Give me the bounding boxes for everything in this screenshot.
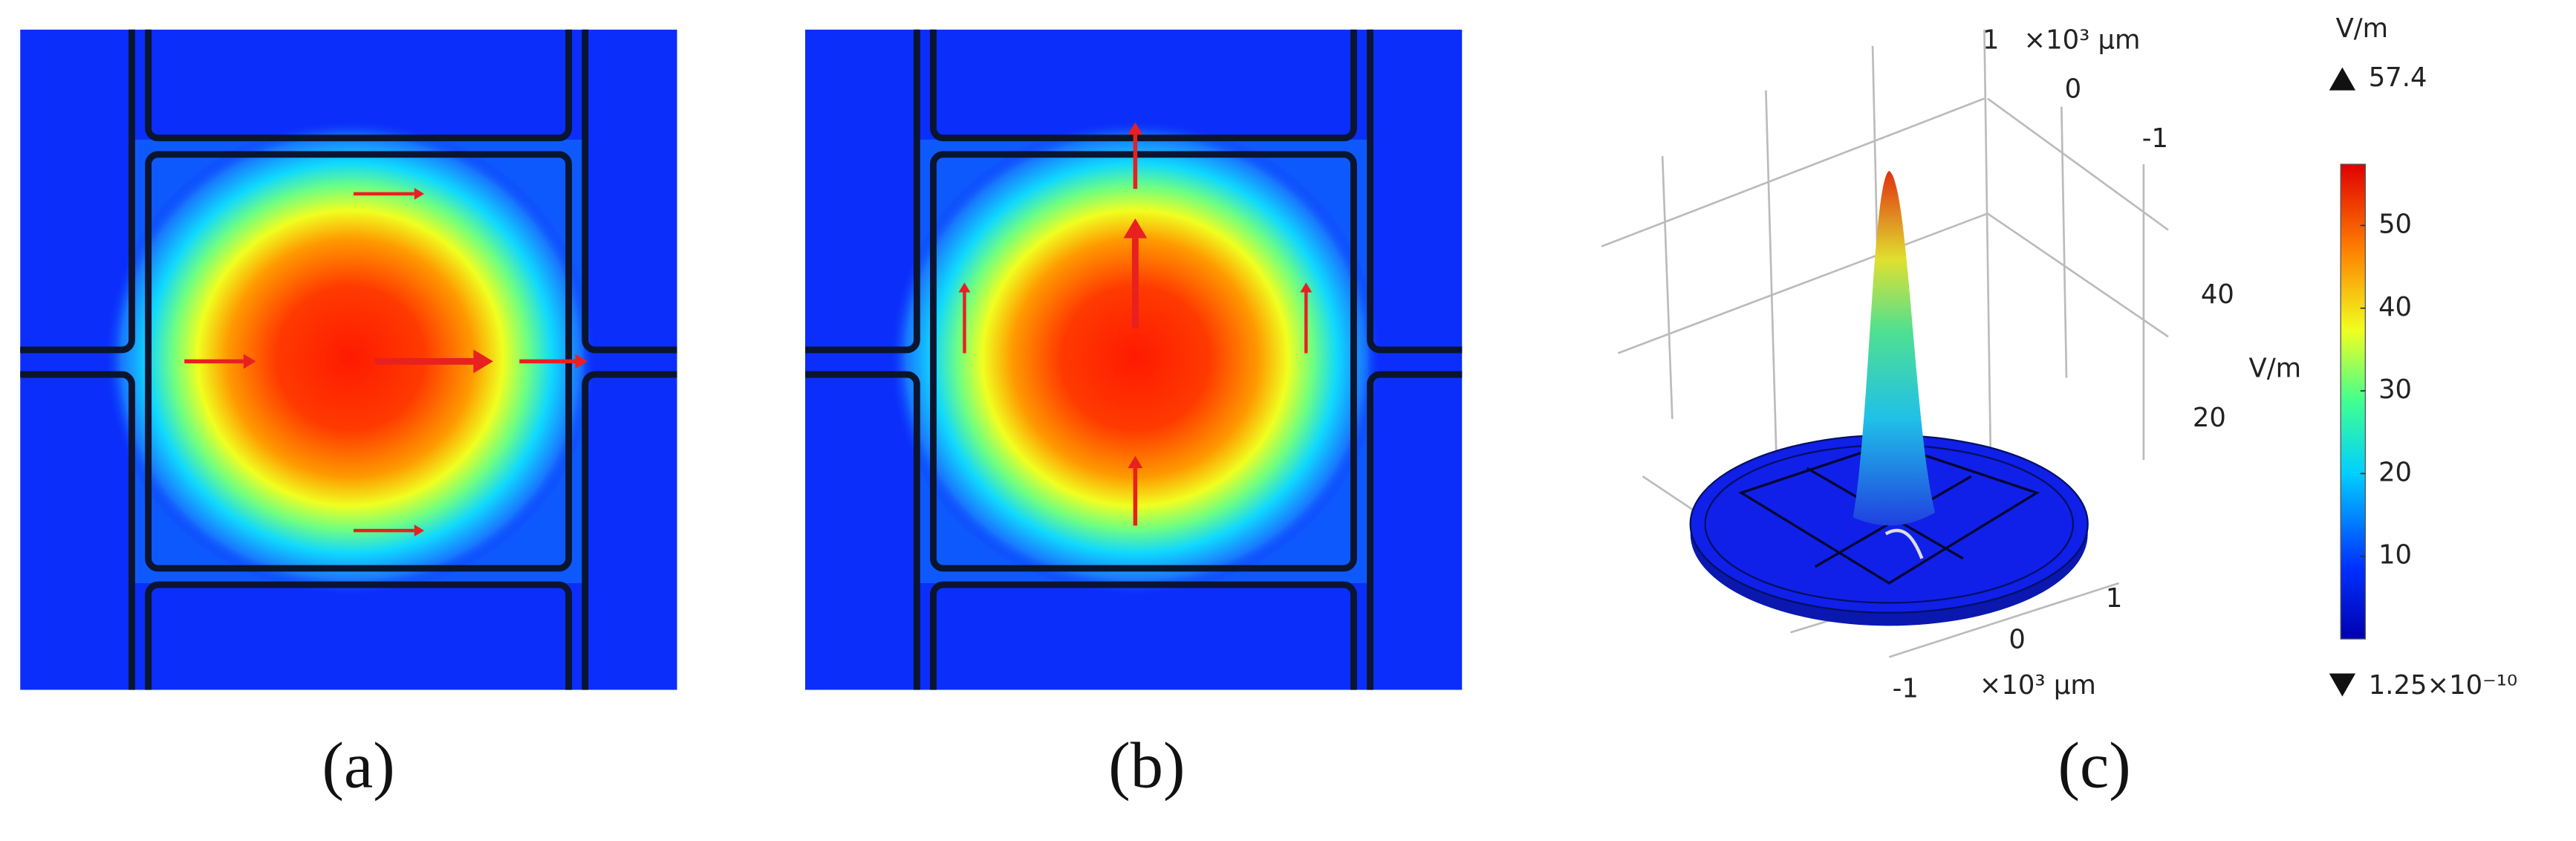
channel-wall [145,581,573,690]
axis-unit: V/m [2249,353,2302,383]
axis-tick: -1 [1893,674,1919,704]
axis-unit: ×10³ μm [1980,670,2096,701]
arrow-head [1123,218,1148,238]
panel-label: (b) [1108,729,1185,802]
channel-wall [145,29,573,142]
arrow-head [575,354,588,369]
channel-wall [930,581,1357,690]
colorbar-tick-label: 40 [2378,292,2412,322]
panel-c-plot [1601,29,2169,658]
arrow-head [1300,282,1313,293]
panel-label: (c) [2058,729,2131,802]
axis-tick: 1 [1983,25,1999,55]
axis-tick: 20 [2193,403,2226,433]
arrow-head [414,525,425,537]
axis-tick: 0 [2009,624,2025,655]
channel-wall [804,29,920,354]
max-marker [2329,67,2356,91]
colorbar-min: 1.25×10⁻¹⁰ [2369,670,2517,701]
colorbar-unit: V/m [2336,13,2389,44]
channel-wall [930,29,1357,142]
axis-tick: 1 [2106,583,2122,614]
panel-a-image [20,29,677,690]
channel-wall [582,371,677,690]
channel-wall [20,29,135,354]
arrow-head [414,187,425,200]
colorbar-tick-label: 10 [2378,540,2412,571]
arrow-head [958,282,971,293]
panel-label: (a) [322,729,395,802]
panel-b-image [804,29,1463,690]
axis-tick: -1 [2142,123,2168,154]
channel-wall [930,151,1357,572]
channel-wall [1367,371,1463,690]
arrow-head [473,349,493,374]
channel-wall [20,371,135,690]
arrow-head [1128,122,1143,135]
colorbar [2340,163,2367,640]
channel-wall [1367,29,1463,354]
channel-wall [804,371,920,690]
colorbar-max: 57.4 [2369,62,2427,93]
channel-wall [582,29,677,354]
arrow-head [1128,455,1143,469]
colorbar-tick-label: 50 [2378,209,2412,239]
arrow-head [243,354,256,369]
axis-unit: ×10³ μm [2024,25,2141,55]
axis-tick: 0 [2065,74,2081,105]
colorbar-tick-label: 30 [2378,374,2412,405]
min-marker [2329,673,2356,697]
colorbar-tick-label: 20 [2378,457,2412,487]
axis-tick: 40 [2201,279,2234,310]
